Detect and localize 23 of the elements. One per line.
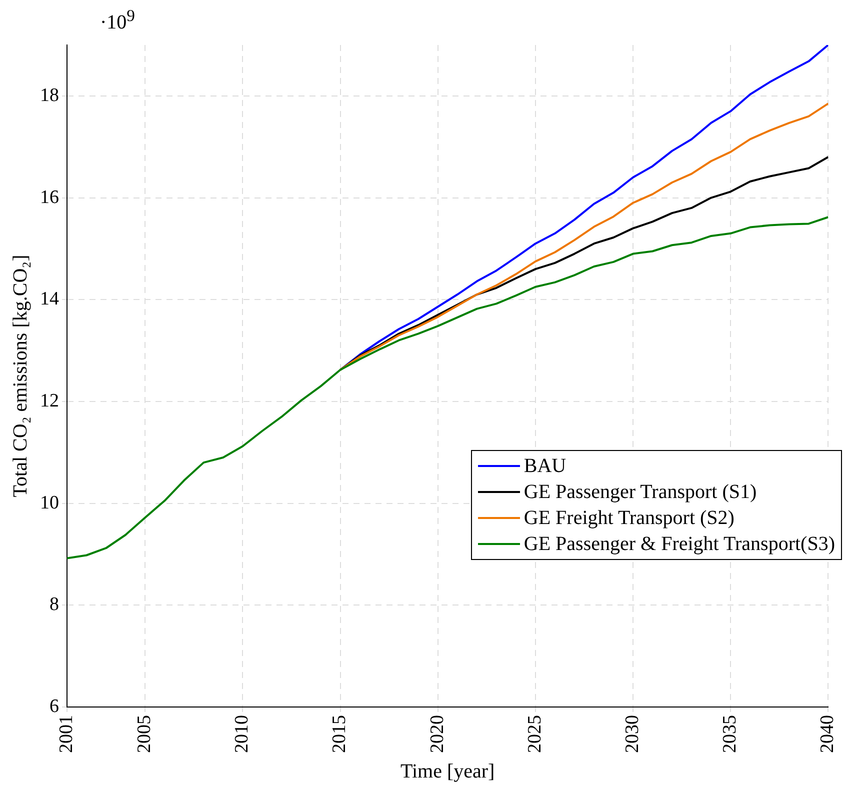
y-tick-label: 10	[40, 492, 59, 514]
y-tick-label: 16	[40, 186, 59, 208]
x-axis-title: Time [year]	[400, 760, 495, 782]
x-tick-label: 2001	[56, 715, 77, 753]
legend-label: BAU	[524, 454, 568, 479]
x-tick-label: 2030	[622, 715, 644, 753]
x-tick-label: 2005	[134, 715, 156, 753]
x-tick-label: 2025	[524, 715, 546, 753]
y-tick-label: 14	[40, 288, 60, 310]
legend-label: GE Passenger & Freight Transport(S3)	[524, 532, 835, 557]
legend-label: GE Freight Transport (S2)	[524, 506, 736, 531]
y-tick-label: 8	[50, 594, 59, 616]
x-tick-label: 2035	[720, 715, 741, 753]
y-tick-label: 6	[50, 696, 59, 717]
y-tick-label: 18	[40, 84, 59, 106]
text: ·10$^{9}$	[100, 6, 135, 35]
y-tick-label: 12	[40, 390, 59, 412]
y-axis-title: Total CO₂ emissions [kg.CO₂]	[9, 254, 32, 498]
legend-label: GE Passenger Transport (S1)	[524, 480, 758, 505]
x-tick-label: 2015	[329, 715, 350, 753]
x-tick-label: 2020	[426, 715, 448, 753]
x-tick-label: 2010	[232, 715, 253, 753]
x-tick-label: 2040	[817, 715, 838, 753]
